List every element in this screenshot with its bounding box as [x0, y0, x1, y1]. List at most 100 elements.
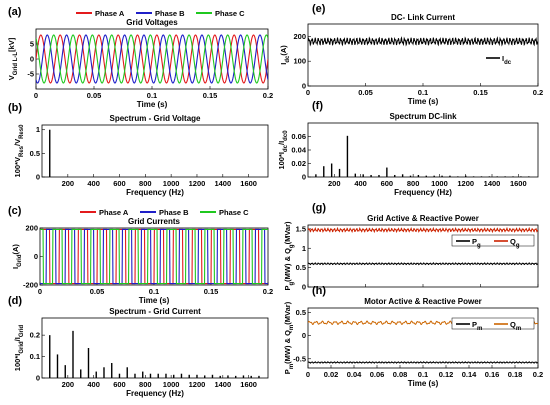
- y-tick-label: 0.06: [291, 132, 306, 141]
- series-line-i: [308, 36, 538, 47]
- legend: Pg Qg: [451, 234, 535, 249]
- y-tick-label: 0: [36, 173, 40, 182]
- y-tick-label: 0: [302, 173, 306, 182]
- y-ticks: -0.5 0 0.5: [293, 308, 311, 363]
- y-tick-label: -200: [23, 281, 38, 290]
- x-tick-label: 600: [381, 179, 394, 188]
- y-axis-label: Pm(MW) & Qm(MVar): [283, 301, 295, 374]
- legend-label: Phase C: [215, 9, 245, 18]
- y-axis-label-part: (MVar): [283, 301, 292, 324]
- y-tick-label: 0: [302, 82, 306, 91]
- x-ticks: 200 400 600 800 1000 1200 1400 1600: [62, 174, 257, 188]
- y-axis-label-part: 100*I: [13, 354, 22, 372]
- y-tick-label: 0.1: [30, 352, 40, 361]
- x-tick-label: 1200: [457, 179, 474, 188]
- panel-label: (f): [312, 100, 323, 112]
- y-axis-label-part: (MW) & Q: [283, 330, 292, 364]
- panel-label: (c): [8, 205, 22, 217]
- x-tick-label: 200: [62, 179, 75, 188]
- x-axis-label: Frequency (Hz): [126, 389, 184, 398]
- panel-c: Grid Currents(c)0 0.05 0.1 0.15 0.2-2000200T…: [8, 205, 273, 305]
- x-axis-label: Frequency (Hz): [394, 188, 452, 197]
- legend-label-part: Q: [510, 237, 516, 246]
- x-tick-label: 600: [113, 380, 126, 389]
- legend-label: Pm: [472, 320, 482, 332]
- x-ticks: 0 0.02 0.04 0.06 0.08 0.1 0.12 0.14 0.16 0.18 0.2: [306, 365, 543, 379]
- x-tick-label: 200: [328, 179, 341, 188]
- panel-h: Motor Active & Reactive Power (h) 0 0.02 0.0…: [283, 285, 543, 388]
- x-tick-label: 400: [354, 179, 367, 188]
- x-tick-label: 1000: [163, 179, 180, 188]
- series-line-q: [308, 226, 538, 234]
- y-axis-label-part: 100*I: [277, 152, 286, 170]
- y-ticks: 0 0.1 0.2: [30, 331, 45, 383]
- x-tick-label: 0.18: [508, 370, 523, 379]
- x-tick-label: 0.14: [462, 370, 477, 379]
- y-axis-label-part: (MVar): [283, 221, 292, 244]
- y-tick-label: 1: [302, 244, 306, 253]
- x-tick-label: 0.12: [439, 370, 454, 379]
- data-layer: [49, 330, 260, 378]
- y-tick-label: 5: [30, 40, 34, 49]
- y-tick-label: 100: [293, 57, 306, 66]
- panel-a: Grid Voltages (a) 0 0.05 0.1 0.15 0.2 -5 0 5 Time …: [7, 6, 273, 109]
- y-tick-label: 0.2: [30, 331, 40, 340]
- y-axis-label-part: I: [11, 267, 20, 269]
- y-tick-label: 0.5: [296, 263, 306, 272]
- y-axis-label: Pg(MW) & Qg(MVar): [283, 221, 295, 291]
- plot-frame: [41, 124, 269, 178]
- series-line-phase-a: [36, 34, 268, 84]
- legend-label-part: g: [477, 243, 481, 249]
- x-ticks: 200 400 600 800 1000 1200 1400 1600: [328, 174, 527, 188]
- data-layer: [315, 135, 530, 177]
- legend-label-part: I: [502, 54, 504, 63]
- x-tick-label: 800: [407, 179, 420, 188]
- x-axis-label: Time (s): [408, 97, 439, 106]
- y-tick-label: 1: [36, 125, 40, 134]
- x-tick-label: 0.2: [263, 91, 273, 100]
- y-axis-label-part: m: [289, 364, 295, 369]
- chart-title: Grid Active & Reactive Power: [367, 214, 479, 223]
- x-tick-label: 0.15: [204, 287, 219, 296]
- plot-frame: [41, 317, 269, 379]
- y-axis-label-part: (A): [11, 244, 20, 255]
- y-tick-label: 0: [30, 55, 34, 64]
- y-axis-label-part: dc: [285, 55, 291, 63]
- legend-label: Phase C: [219, 208, 249, 217]
- y-tick-label: 0: [302, 331, 306, 340]
- x-tick-label: 0.04: [347, 370, 362, 379]
- legend: Phase A Phase B Phase C: [76, 9, 245, 18]
- x-tick-label: 800: [139, 179, 152, 188]
- panel-e: DC- Link Current (e) 0 0.05 0.1 0.15 0.2 0 100 20…: [279, 3, 543, 106]
- x-tick-label: 1200: [189, 179, 206, 188]
- y-tick-label: 0: [34, 252, 38, 261]
- y-tick-label: 200: [293, 32, 306, 41]
- x-tick-label: 0: [38, 287, 42, 296]
- x-ticks: [307, 284, 539, 287]
- y-axis-label: 100*VRes/VRes0: [13, 124, 25, 178]
- legend-label: Pg: [472, 237, 481, 249]
- x-tick-label: 1600: [240, 179, 257, 188]
- y-axis-label-part: Res: [19, 145, 25, 157]
- legend-label-part: Q: [510, 320, 516, 329]
- x-tick-label: 0.05: [358, 88, 373, 97]
- y-axis-label: Idc(A): [279, 45, 291, 65]
- y-axis-label-part: Res0: [19, 124, 25, 139]
- legend-label: Qg: [510, 237, 520, 249]
- y-axis-label: 100*Idc/Idc0: [277, 130, 289, 170]
- legend: Phase A Phase B Phase C: [80, 208, 249, 217]
- y-tick-label: 0.04: [291, 146, 306, 155]
- y-tick-label: 0.5: [296, 308, 306, 317]
- y-axis-label-part: [kV]: [7, 37, 16, 52]
- y-tick-label: 1.5: [296, 224, 306, 233]
- panel-g: Grid Active & Reactive Power(g)00.511.5P…: [283, 202, 539, 292]
- legend-label: Phase B: [155, 9, 185, 18]
- x-tick-label: 0.1: [418, 88, 428, 97]
- y-axis-label-part: Grid: [19, 324, 25, 337]
- x-axis-label: Time (s): [137, 100, 168, 109]
- y-tick-label: 0: [302, 283, 306, 292]
- y-axis-label-part: P: [283, 369, 292, 374]
- x-tick-label: 600: [113, 179, 126, 188]
- y-ticks: 00.51: [30, 125, 45, 182]
